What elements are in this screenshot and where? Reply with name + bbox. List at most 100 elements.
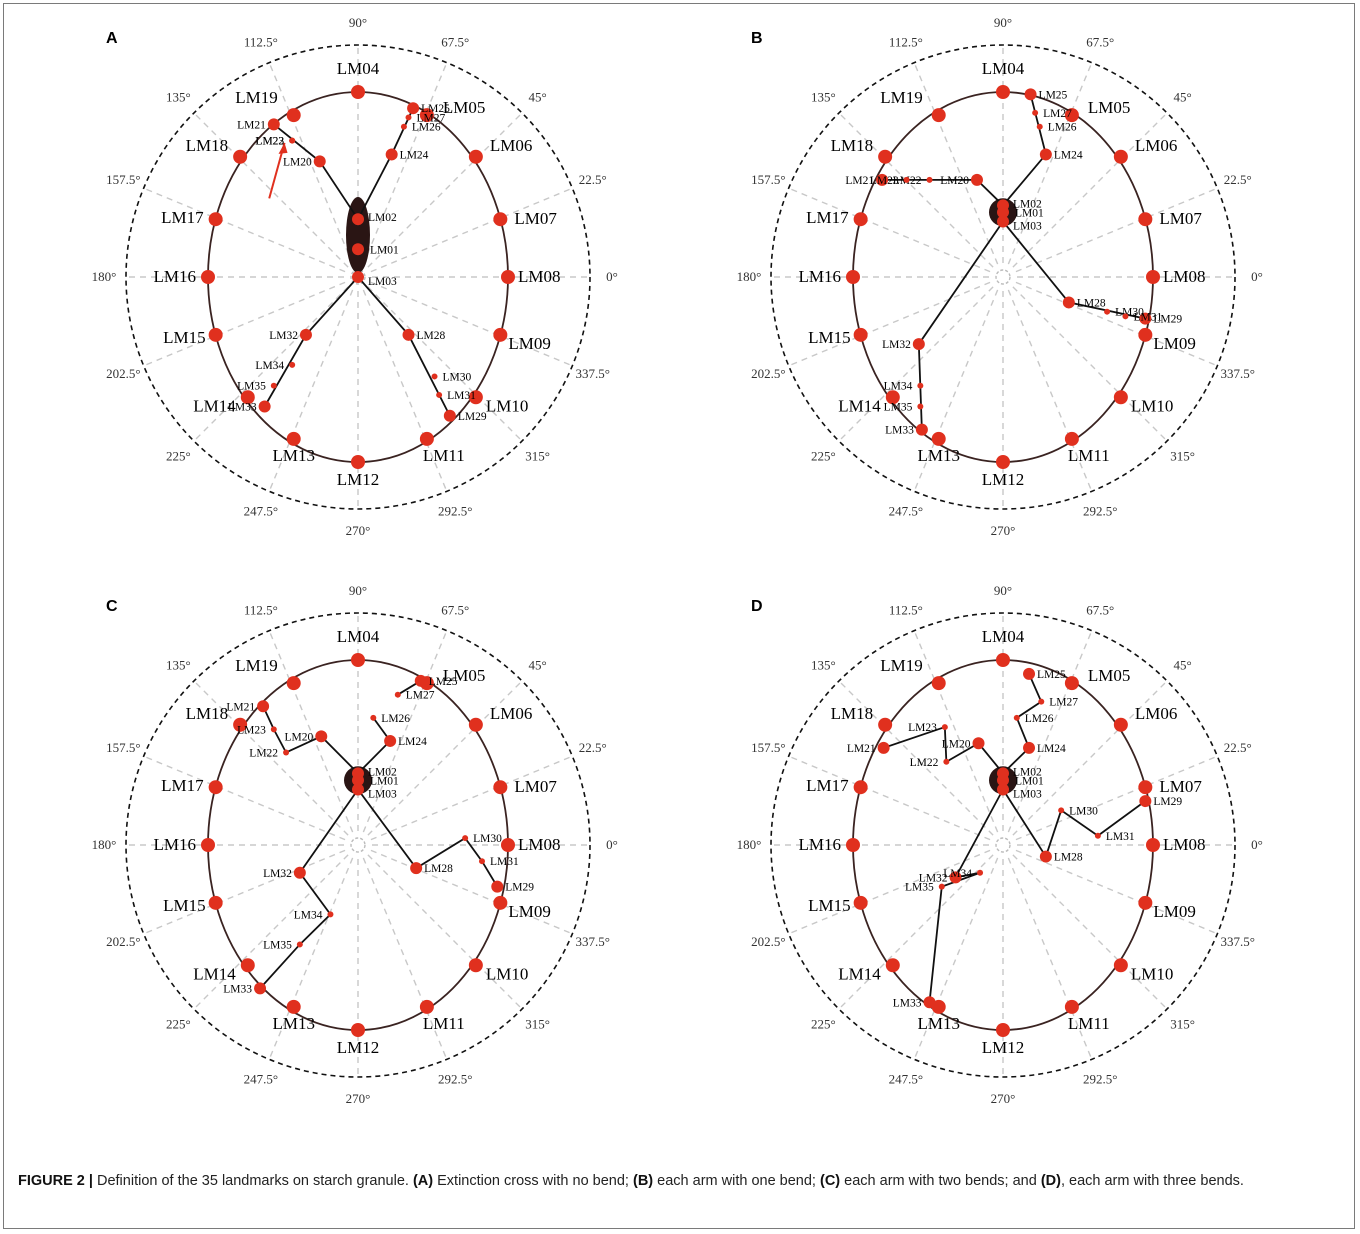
angle-label: 225° xyxy=(811,1017,836,1032)
angle-label: 157.5° xyxy=(751,172,785,187)
landmark-label-lm11: LM11 xyxy=(1068,1014,1110,1033)
landmark-dot-lm25 xyxy=(407,102,420,115)
landmark-label-lm29: LM29 xyxy=(1153,314,1182,326)
landmark-label-lm30: LM30 xyxy=(473,833,502,845)
landmark-dot-lm10 xyxy=(468,390,483,405)
landmark-dot-lm26 xyxy=(400,123,407,130)
landmark-dot-lm20 xyxy=(972,737,985,750)
landmark-label-lm28: LM28 xyxy=(1077,297,1106,309)
landmark-label-lm17: LM17 xyxy=(161,776,204,795)
angle-label: 270° xyxy=(346,1091,371,1106)
angle-label: 337.5° xyxy=(1220,934,1254,949)
caption-d-text: , each arm with three bends. xyxy=(1060,1173,1244,1189)
landmark-label-lm27: LM27 xyxy=(417,112,446,124)
landmark-dot-lm31 xyxy=(478,858,485,865)
landmark-label-lm04: LM04 xyxy=(982,59,1025,78)
arm-path xyxy=(917,220,1004,430)
landmark-dot-lm12 xyxy=(351,455,365,469)
landmark-dot-lm01 xyxy=(352,243,364,256)
landmark-dot-lm23 xyxy=(941,724,948,731)
landmark-dot-lm17 xyxy=(208,780,223,795)
spoke-line xyxy=(193,680,349,836)
landmark-label-lm20: LM20 xyxy=(283,156,312,168)
landmark-label-lm24: LM24 xyxy=(400,149,429,161)
landmark-dot-lm18 xyxy=(878,149,893,164)
landmark-dot-lm11 xyxy=(1064,431,1079,446)
spoke-line xyxy=(838,112,994,268)
landmark-dot-lm32 xyxy=(299,328,312,341)
arm-path xyxy=(928,789,1004,1003)
landmark-label-lm12: LM12 xyxy=(982,1038,1025,1057)
landmark-dot-lm35 xyxy=(917,403,924,410)
spoke-line xyxy=(143,281,346,367)
landmark-dot-lm03 xyxy=(997,215,1009,228)
landmark-dot-lm10 xyxy=(1113,958,1128,973)
landmark-dot-lm27 xyxy=(1038,698,1045,705)
spoke-line xyxy=(1015,281,1218,367)
caption-c: (C) xyxy=(819,1173,841,1189)
landmark-label-lm23: LM23 xyxy=(255,136,284,148)
landmark-dot-lm29 xyxy=(1139,795,1152,808)
angle-label: 270° xyxy=(991,523,1016,538)
spoke-line xyxy=(193,854,349,1010)
landmark-label-lm18: LM18 xyxy=(831,704,874,723)
angle-label: 202.5° xyxy=(751,934,785,949)
angle-label: 45° xyxy=(529,89,547,104)
spoke-line xyxy=(913,289,999,492)
angle-label: 135° xyxy=(811,89,836,104)
landmark-label-lm24: LM24 xyxy=(1037,743,1066,755)
panel-a: A 0° 22.5° 45° 67.5° 90° 112.5° 135° 157.5° 180° 2… xyxy=(60,15,660,555)
landmark-label-lm14: LM14 xyxy=(838,396,881,415)
landmark-label-lm15: LM15 xyxy=(163,328,206,347)
landmark-dot-lm27 xyxy=(405,114,412,121)
landmark-label-lm34: LM34 xyxy=(884,381,913,393)
spoke-line xyxy=(367,680,523,836)
spoke-line xyxy=(788,187,991,273)
landmark-dot-lm08 xyxy=(1146,270,1160,284)
landmark-label-lm19: LM19 xyxy=(235,88,278,107)
angle-label: 45° xyxy=(1174,657,1192,672)
landmark-dot-lm25 xyxy=(1023,667,1036,680)
landmark-label-lm21: LM21 xyxy=(226,701,255,713)
spoke-line xyxy=(370,187,573,273)
spoke-line xyxy=(838,286,994,442)
landmark-label-lm25: LM25 xyxy=(1039,89,1068,101)
landmark-label-lm28: LM28 xyxy=(424,863,453,875)
landmark-label-lm11: LM11 xyxy=(1068,446,1110,465)
angle-label: 67.5° xyxy=(1086,34,1114,49)
landmark-label-lm16: LM16 xyxy=(799,835,842,854)
spoke-line xyxy=(367,286,523,442)
spoke-line xyxy=(370,849,573,935)
landmark-dot-lm30 xyxy=(1104,308,1111,315)
landmark-dot-lm19 xyxy=(286,676,301,691)
landmark-dot-lm04 xyxy=(351,653,365,667)
landmark-label-lm12: LM12 xyxy=(337,1038,380,1057)
caption-a-text: Extinction cross with no bend; xyxy=(433,1173,633,1189)
landmark-dot-lm02 xyxy=(352,767,364,780)
landmark-label-lm29: LM29 xyxy=(1153,796,1182,808)
landmark-dot-lm02 xyxy=(997,199,1009,212)
landmark-dot-lm07 xyxy=(493,212,508,227)
angle-label: 22.5° xyxy=(1224,172,1252,187)
landmark-label-lm21: LM21 xyxy=(845,175,874,187)
landmark-dot-lm09 xyxy=(493,327,508,342)
landmark-label-lm05: LM05 xyxy=(1088,666,1131,685)
spoke-line xyxy=(788,849,991,935)
landmark-label-lm27: LM27 xyxy=(406,690,435,702)
landmark-label-lm13: LM13 xyxy=(272,446,315,465)
landmark-label-lm32: LM32 xyxy=(263,868,292,880)
spoke-line xyxy=(1012,286,1168,442)
landmark-dot-lm21 xyxy=(267,118,280,131)
center-marker xyxy=(995,837,1011,853)
caption-label: FIGURE 2 | xyxy=(18,1173,93,1189)
spoke-line xyxy=(1012,112,1168,268)
angle-label: 315° xyxy=(1170,1017,1195,1032)
landmark-dot-lm06 xyxy=(468,149,483,164)
spoke-line xyxy=(367,854,523,1010)
landmark-dot-lm33 xyxy=(915,423,928,436)
spoke-line xyxy=(1015,849,1218,935)
panel-letter: A xyxy=(106,30,118,47)
angle-label: 45° xyxy=(1174,89,1192,104)
landmark-label-lm26: LM26 xyxy=(412,122,441,134)
polar-diagram-d: D 0° 22.5° 45° 67.5° 90° 112.5° 135° 157.5° 180° 2… xyxy=(737,583,1263,1106)
